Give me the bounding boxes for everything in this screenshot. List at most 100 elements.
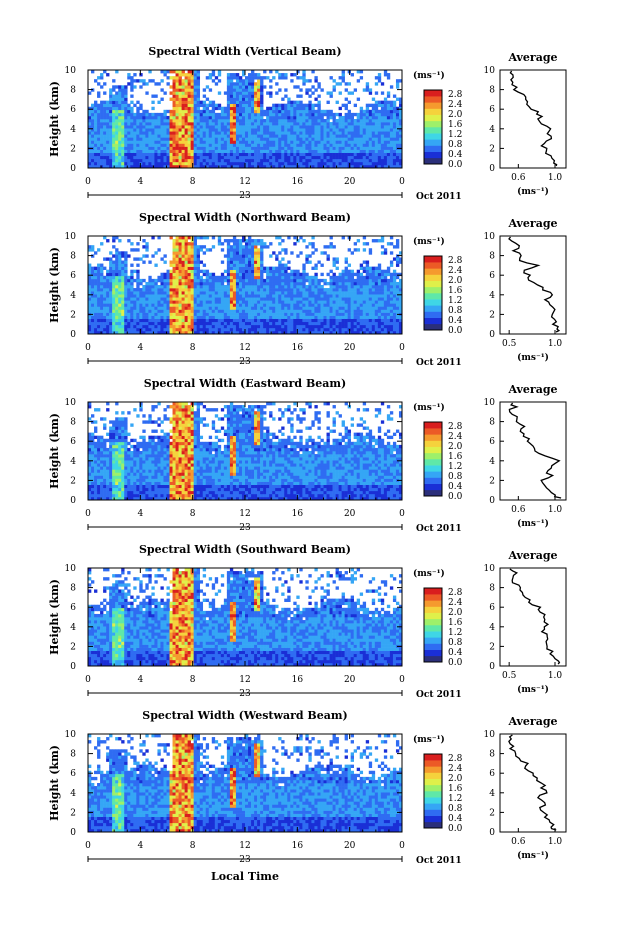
heatmap-cell — [184, 330, 188, 335]
heatmap-cell — [109, 91, 113, 95]
heatmap-cell — [100, 300, 104, 304]
heatmap-cell — [392, 119, 397, 123]
heatmap-cell — [383, 115, 388, 120]
heatmap-cell — [169, 281, 173, 286]
heatmap-cell — [145, 152, 149, 157]
heatmap-cell — [245, 143, 249, 147]
heatmap-cell — [266, 158, 270, 163]
heatmap-cell — [184, 103, 188, 108]
heatmap-cell — [350, 73, 354, 77]
heatmap-cell — [235, 131, 240, 135]
heatmap-cell — [344, 300, 348, 304]
heatmap-cell — [263, 300, 267, 304]
heatmap-cell — [344, 152, 348, 157]
heatmap-cell — [241, 161, 246, 166]
heatmap-cell — [329, 269, 333, 274]
heatmap-cell — [202, 88, 207, 92]
heatmap-cell — [245, 122, 249, 126]
heatmap-cell — [311, 85, 315, 89]
heatmap-cell — [106, 73, 110, 77]
heatmap-cell — [235, 242, 240, 246]
heatmap-cell — [338, 91, 342, 95]
heatmap-cell — [184, 257, 188, 261]
heatmap-cell — [196, 285, 201, 289]
heatmap-cell — [217, 327, 222, 332]
heatmap-cell — [254, 321, 258, 326]
heatmap-cell — [166, 109, 170, 114]
heatmap-cell — [172, 269, 176, 274]
heatmap-cell — [190, 318, 194, 323]
heatmap-cell — [91, 103, 95, 108]
heatmap-cell — [251, 161, 255, 166]
heatmap-cell — [124, 143, 128, 147]
heatmap-cell — [151, 306, 155, 310]
heatmap-cell — [338, 315, 342, 319]
heatmap-cell — [371, 97, 376, 101]
heatmap-cell — [148, 125, 152, 129]
heatmap-cell — [356, 330, 361, 335]
heatmap-cell — [257, 143, 261, 147]
heatmap-cell — [278, 260, 282, 264]
heatmap-cell — [223, 143, 228, 147]
heatmap-cell — [386, 119, 391, 123]
heatmap-cell — [118, 115, 122, 120]
heatmap-cell — [232, 281, 237, 286]
heatmap-cell — [241, 164, 246, 169]
heatmap-cell — [178, 164, 182, 169]
heatmap-cell — [184, 134, 188, 138]
heatmap-cell — [211, 285, 216, 289]
heatmap-cell — [353, 131, 358, 135]
heatmap-cell — [238, 115, 243, 120]
heatmap-cell — [365, 82, 370, 86]
heatmap-cell — [272, 140, 276, 144]
heatmap-cell — [314, 115, 318, 120]
heatmap-cell — [302, 281, 306, 286]
heatmap-cell — [311, 281, 315, 286]
heatmap-cell — [178, 103, 182, 108]
heatmap-cell — [181, 288, 185, 292]
heatmap-cell — [94, 272, 98, 277]
heatmap-cell — [115, 100, 119, 104]
heatmap-cell — [299, 115, 303, 120]
heatmap-cell — [356, 278, 361, 283]
heatmap-cell — [248, 263, 252, 267]
heatmap-cell — [121, 85, 125, 89]
heatmap-cell — [199, 122, 204, 126]
heatmap-cell — [323, 109, 327, 114]
heatmap-cell — [88, 278, 92, 283]
heatmap-cell — [160, 155, 164, 160]
heatmap-cell — [166, 125, 170, 129]
heatmap-cell — [284, 263, 288, 267]
heatmap-cell — [226, 106, 231, 111]
heatmap-cell — [290, 306, 294, 310]
heatmap-cell — [260, 125, 264, 129]
heatmap-cell — [356, 294, 361, 298]
heatmap-cell — [163, 128, 167, 132]
heatmap-cell — [284, 294, 288, 298]
heatmap-cell — [220, 330, 225, 335]
heatmap-cell — [151, 149, 155, 153]
heatmap-cell — [151, 146, 155, 150]
heatmap-cell — [136, 131, 140, 135]
heatmap-cell — [136, 125, 140, 129]
heatmap-cell — [190, 297, 194, 301]
heatmap-cell — [196, 236, 201, 240]
heatmap-cell — [314, 318, 318, 323]
heatmap-cell — [142, 315, 146, 319]
heatmap-cell — [245, 106, 249, 111]
heatmap-cell — [136, 294, 140, 298]
heatmap-cell — [157, 155, 161, 160]
heatmap-cell — [154, 281, 158, 286]
heatmap-cell — [350, 318, 354, 323]
heatmap-cell — [124, 125, 128, 129]
heatmap-cell — [97, 269, 101, 274]
heatmap-cell — [260, 275, 264, 280]
heatmap-cell — [386, 152, 391, 157]
heatmap-cell — [124, 263, 128, 267]
heatmap-cell — [260, 254, 264, 258]
heatmap-cell — [266, 285, 270, 289]
heatmap-cell — [115, 306, 119, 310]
heatmap-cell — [103, 152, 107, 157]
heatmap-cell — [302, 112, 306, 117]
heatmap-cell — [314, 297, 318, 301]
